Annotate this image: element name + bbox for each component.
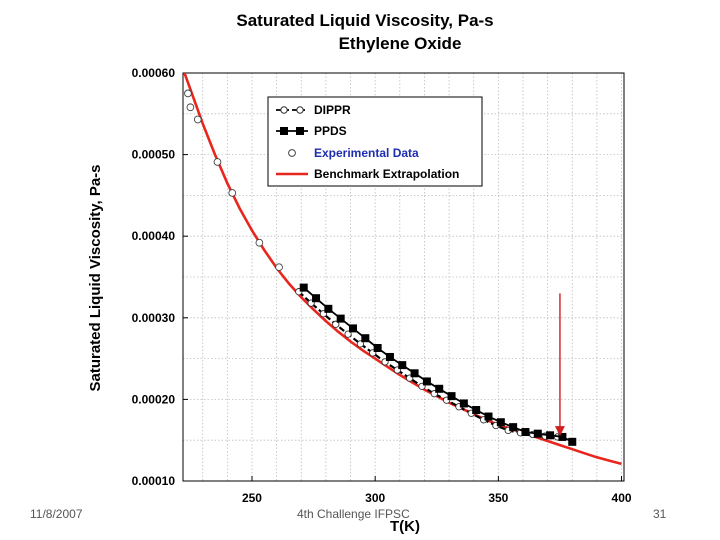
legend-ppds-marker — [296, 127, 304, 135]
y-tick-label: 0.00020 — [132, 392, 176, 406]
ppds-point — [472, 406, 481, 415]
ppds-point — [568, 437, 577, 446]
ppds-point — [361, 334, 370, 343]
ppds-point — [398, 361, 407, 370]
chart-title: Saturated Liquid Viscosity, Pa-s — [236, 11, 493, 30]
y-tick-label: 0.00040 — [132, 229, 176, 243]
y-axis-label: Saturated Liquid Viscosity, Pa-s — [87, 164, 104, 391]
footer-event: 4th Challenge IFPSC — [297, 507, 410, 521]
dippr-point — [332, 320, 340, 328]
ppds-point — [509, 423, 518, 432]
ppds-point — [558, 432, 567, 441]
x-axis-label: T(K) — [390, 518, 420, 535]
experimental-point — [228, 189, 237, 197]
ppds-point — [385, 352, 394, 361]
annotation-arrow — [554, 293, 565, 437]
legend-label: PPDS — [314, 124, 347, 138]
legend-experimental-marker — [288, 149, 296, 157]
ppds-point — [484, 412, 493, 421]
ppds-point — [521, 428, 530, 437]
axis-ticks: 250 300 350 400 0.00010 0.00020 0.00030 0.00040… — [132, 66, 632, 505]
chart-subtitle: Ethylene Oxide — [339, 34, 462, 53]
ppds-point — [533, 429, 542, 438]
benchmark-extrapolation-line — [183, 73, 622, 466]
ppds-point — [496, 418, 505, 427]
legend-box — [267, 96, 483, 187]
legend-ppds-marker — [280, 127, 288, 135]
legend-label: Benchmark Extrapolation — [314, 167, 459, 181]
plot-frame — [182, 72, 625, 482]
dippr-point — [356, 340, 365, 348]
y-tick-label: 0.00050 — [132, 148, 176, 162]
ppds-point — [447, 392, 456, 401]
y-tick-label: 0.00030 — [132, 311, 176, 325]
x-tick-label: 400 — [612, 491, 632, 505]
ppds-point — [373, 343, 382, 352]
experimental-point — [184, 89, 192, 98]
x-tick-label: 250 — [242, 491, 262, 505]
arrow-head — [554, 426, 565, 437]
ppds-point — [324, 304, 333, 313]
ppds-point — [336, 314, 345, 323]
ppds-point — [459, 399, 468, 408]
experimental-point — [255, 238, 264, 247]
ppds-point — [410, 369, 419, 378]
legend-label: DIPPR — [314, 103, 351, 117]
experimental-point — [275, 263, 283, 272]
y-tick-label: 0.00010 — [132, 474, 176, 488]
ppds-line — [303, 286, 573, 443]
series-layer — [183, 73, 622, 466]
legend-dippr-marker — [296, 106, 304, 114]
x-tick-label: 350 — [488, 491, 508, 505]
ppds-point — [348, 324, 357, 333]
ppds-point — [546, 431, 555, 440]
experimental-point — [213, 158, 222, 166]
experimental-point — [193, 115, 202, 124]
ppds-point — [312, 294, 321, 303]
experimental-point — [186, 103, 195, 112]
y-tick-label: 0.00060 — [132, 66, 176, 80]
ppds-point — [422, 377, 431, 386]
x-tick-label: 300 — [365, 491, 385, 505]
legend-dippr-marker — [280, 106, 288, 114]
legend-label: Experimental Data — [314, 146, 419, 160]
footer-date: 11/8/2007 — [30, 507, 83, 521]
ppds-point — [299, 283, 308, 292]
ppds-point — [435, 384, 444, 393]
dippr-line — [298, 290, 558, 438]
legend: DIPPR PPDS Experimental Data Benchmark Extr… — [267, 96, 483, 187]
footer-page-number: 31 — [653, 507, 667, 521]
dippr-point — [344, 330, 352, 338]
